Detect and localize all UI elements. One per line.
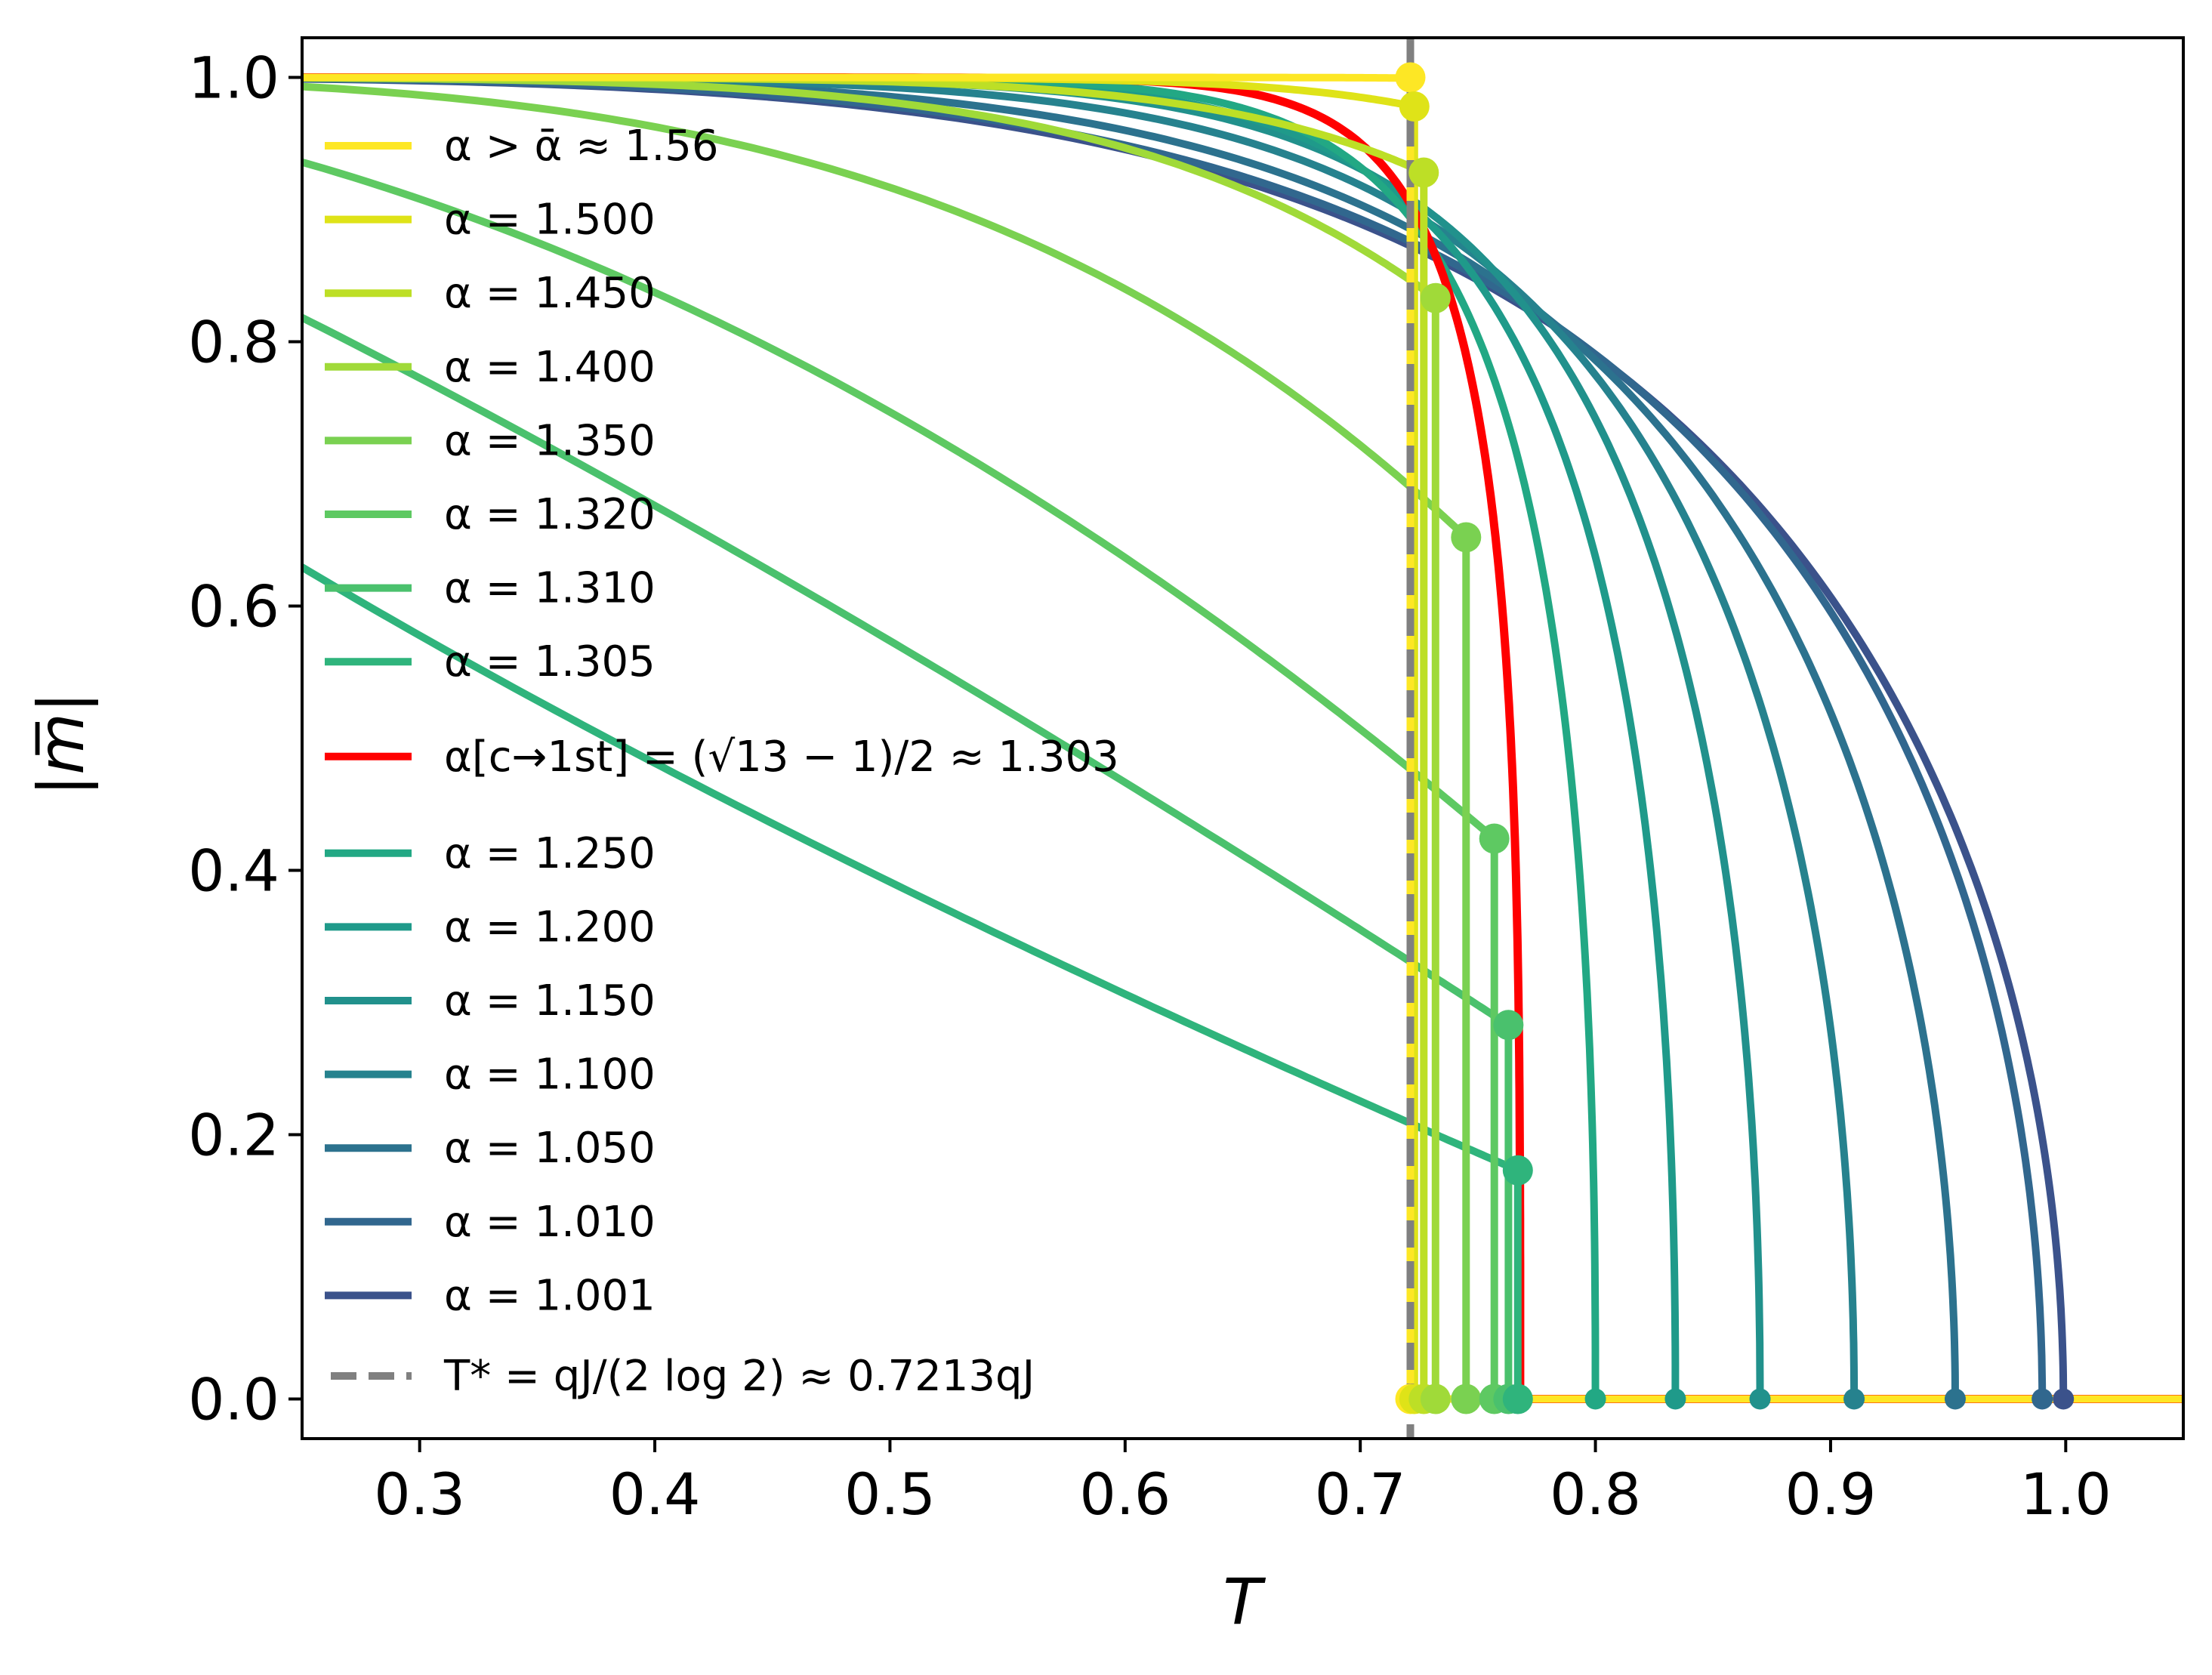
zero-marker <box>1420 1383 1451 1414</box>
y-axis: 0.0 0.2 0.4 0.6 0.8 1.0 <box>188 45 302 1433</box>
legend-label: α = 1.010 <box>444 1198 656 1247</box>
legend-label: α = 1.500 <box>444 196 656 245</box>
series-line <box>302 74 2183 1403</box>
critical-point-marker <box>2053 1388 2075 1410</box>
critical-point-marker <box>2032 1388 2053 1410</box>
x-tick-label: 1.0 <box>2020 1461 2112 1528</box>
legend-label: α = 1.310 <box>444 564 656 613</box>
y-tick-label: 1.0 <box>188 45 279 112</box>
x-axis: 0.3 0.4 0.5 0.6 0.7 0.8 0.9 1.0 <box>374 1439 2112 1528</box>
legend-label: α = 1.450 <box>444 269 656 318</box>
series-layer <box>302 38 2183 1439</box>
y-axis-title: |m̅| <box>24 692 98 796</box>
jump-marker <box>1420 282 1451 313</box>
critical-point-marker <box>1944 1388 1966 1410</box>
jump-marker <box>1451 522 1482 553</box>
x-tick-label: 0.6 <box>1079 1461 1171 1528</box>
legend-label: α = 1.250 <box>444 829 656 878</box>
legend-label: α[c→1st] = (√13 − 1)/2 ≈ 1.303 <box>444 733 1119 782</box>
x-tick-label: 0.8 <box>1550 1461 1641 1528</box>
legend-label: α = 1.050 <box>444 1124 656 1173</box>
jump-marker <box>1493 1010 1524 1041</box>
jump-marker <box>1408 157 1439 188</box>
legend-label: α = 1.400 <box>444 343 656 392</box>
critical-point-marker <box>1749 1388 1771 1410</box>
series-line <box>302 75 2183 1403</box>
jump-marker <box>1395 62 1426 93</box>
jump-marker <box>1399 91 1430 122</box>
legend-label: α = 1.150 <box>444 976 656 1026</box>
legend: α > ᾱ ≈ 1.56 α = 1.500 α = 1.450 α = 1.400 α… <box>325 122 1119 1401</box>
legend-label: α = 1.320 <box>444 490 656 539</box>
zero-marker <box>1451 1383 1482 1414</box>
y-tick-label: 0.0 <box>188 1366 279 1433</box>
x-tick-label: 0.5 <box>844 1461 936 1528</box>
legend-label: α = 1.200 <box>444 902 656 952</box>
series-line <box>302 313 2183 1403</box>
legend-label: α = 1.100 <box>444 1050 656 1100</box>
legend-label: α = 1.305 <box>444 637 656 686</box>
x-tick-label: 0.4 <box>609 1461 701 1528</box>
x-tick-label: 0.9 <box>1785 1461 1877 1528</box>
marker-layer <box>1395 62 2075 1414</box>
series-line <box>302 73 2183 1403</box>
y-tick-label: 0.4 <box>188 838 279 905</box>
series-line <box>302 563 2183 1403</box>
jump-marker <box>1502 1155 1533 1186</box>
y-tick-label: 0.2 <box>188 1102 279 1169</box>
legend-label: α = 1.001 <box>444 1271 656 1320</box>
jump-marker <box>1479 823 1510 854</box>
y-tick-label: 0.6 <box>188 573 279 640</box>
critical-point-marker <box>1843 1388 1865 1410</box>
zero-marker <box>1502 1383 1533 1414</box>
legend-label: α = 1.350 <box>444 416 656 465</box>
critical-point-marker <box>1584 1388 1606 1410</box>
x-tick-label: 0.3 <box>374 1461 465 1528</box>
x-tick-label: 0.7 <box>1315 1461 1406 1528</box>
y-tick-label: 0.8 <box>188 309 279 376</box>
plot-frame <box>301 36 2185 1440</box>
legend-label: α > ᾱ ≈ 1.56 <box>444 122 719 171</box>
critical-point-marker <box>1664 1388 1686 1410</box>
legend-label-reference: T* = qJ/(2 log 2) ≈ 0.7213qJ <box>443 1352 1035 1401</box>
x-axis-title: T <box>1223 1565 1266 1639</box>
